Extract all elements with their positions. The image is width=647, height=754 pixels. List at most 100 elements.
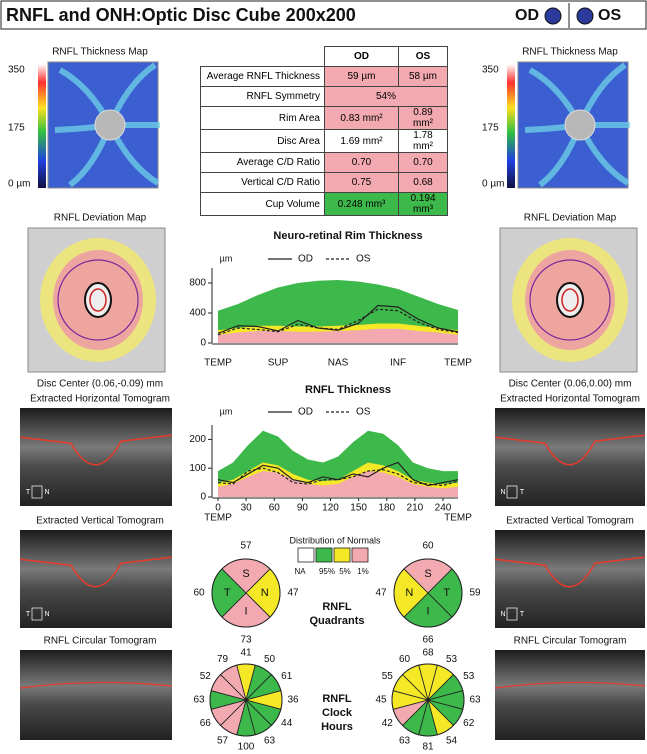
legend-label: 5% bbox=[339, 567, 351, 576]
clock-hours-title: RNFL bbox=[322, 693, 352, 705]
tomogram-title: Extracted Vertical Tomogram bbox=[506, 516, 634, 527]
table-value: 58 µm bbox=[399, 67, 448, 87]
table-value: 1.78 mm² bbox=[399, 130, 448, 153]
sector-value: 57 bbox=[217, 735, 229, 746]
y-axis-label: µm bbox=[220, 253, 233, 263]
table-value: 0.70 bbox=[399, 153, 448, 173]
tomogram bbox=[20, 530, 172, 628]
table-value: 0.83 mm² bbox=[325, 107, 399, 130]
tomogram-title: RNFL Circular Tomogram bbox=[514, 636, 627, 647]
table-value: 0.194 mm³ bbox=[399, 193, 448, 216]
x-tick-label: 120 bbox=[322, 503, 339, 514]
color-scale bbox=[38, 64, 46, 188]
y-axis-label: µm bbox=[220, 406, 233, 416]
clock-hours-title: Clock bbox=[322, 707, 353, 719]
sector-label: T bbox=[443, 587, 450, 599]
disc-center: Disc Center (0.06,0.00) mm bbox=[509, 379, 632, 390]
x-tick-label: TEMP bbox=[204, 358, 232, 369]
legend-label: OD bbox=[298, 254, 313, 265]
sector-value: 61 bbox=[281, 671, 293, 682]
legend-label: 1% bbox=[357, 567, 369, 576]
sector-value: 52 bbox=[200, 671, 212, 682]
tomogram-title: Extracted Horizontal Tomogram bbox=[30, 394, 170, 405]
sector-label: S bbox=[242, 568, 249, 580]
x-tick-label: TEMP bbox=[444, 358, 472, 369]
x-tick-label: 60 bbox=[269, 503, 281, 514]
legend-box bbox=[298, 548, 314, 562]
x-tick-label: INF bbox=[390, 358, 406, 369]
sector-value: 53 bbox=[463, 671, 475, 682]
table-label: Average C/D Ratio bbox=[201, 153, 325, 173]
legend-title: Distribution of Normals bbox=[289, 535, 381, 545]
table-row: Vertical C/D Ratio0.750.68 bbox=[201, 173, 448, 193]
sector-value: 45 bbox=[375, 695, 387, 706]
disc-outline bbox=[557, 283, 583, 317]
legend-label: OS bbox=[356, 254, 371, 265]
legend-label: OD bbox=[298, 407, 313, 418]
deviation-title: RNFL Deviation Map bbox=[524, 213, 617, 224]
disc-outline bbox=[85, 283, 111, 317]
sector-label: N bbox=[261, 587, 269, 599]
table-value: 54% bbox=[325, 87, 448, 107]
y-tick-label: 200 bbox=[189, 434, 206, 445]
orientation-label: N bbox=[500, 489, 505, 496]
scale-label: 175 bbox=[8, 123, 25, 134]
sector-value: 41 bbox=[240, 648, 252, 659]
y-tick-label: 800 bbox=[189, 278, 206, 289]
table-label: Rim Area bbox=[201, 107, 325, 130]
sector-value: 57 bbox=[240, 541, 252, 552]
page-title: RNFL and ONH:Optic Disc Cube 200x200 bbox=[6, 5, 356, 25]
y-tick-label: 0 bbox=[200, 338, 206, 349]
tomogram bbox=[495, 650, 645, 740]
tomogram-title: Extracted Vertical Tomogram bbox=[36, 516, 164, 527]
sector-value: 36 bbox=[287, 695, 299, 706]
sector-value: 60 bbox=[399, 654, 411, 665]
sector-label: T bbox=[224, 587, 231, 599]
x-end-label: TEMP bbox=[204, 513, 232, 524]
od-label: OD bbox=[515, 7, 539, 24]
sector-label: I bbox=[426, 606, 429, 618]
x-tick-label: 210 bbox=[407, 503, 424, 514]
sector-value: 63 bbox=[264, 735, 276, 746]
orientation-label: N bbox=[44, 489, 49, 496]
table-row: Disc Area1.69 mm²1.78 mm² bbox=[201, 130, 448, 153]
sector-value: 63 bbox=[193, 695, 205, 706]
sector-value: 60 bbox=[193, 588, 205, 599]
map-title: RNFL Thickness Map bbox=[522, 47, 618, 58]
sector-value: 81 bbox=[422, 742, 434, 753]
sector-value: 55 bbox=[382, 671, 394, 682]
scale-label: 175 bbox=[482, 123, 499, 134]
disc-center: Disc Center (0.06,-0.09) mm bbox=[37, 379, 163, 390]
table-row: Average RNFL Thickness59 µm58 µm bbox=[201, 67, 448, 87]
tomogram-title: Extracted Horizontal Tomogram bbox=[500, 394, 640, 405]
sector-value: 53 bbox=[446, 654, 458, 665]
x-end-label: TEMP bbox=[444, 513, 472, 524]
x-tick-label: 180 bbox=[378, 503, 395, 514]
orientation-label: T bbox=[26, 611, 31, 618]
color-scale bbox=[507, 64, 515, 188]
deviation-title: RNFL Deviation Map bbox=[54, 213, 147, 224]
table-value: 0.75 bbox=[325, 173, 399, 193]
sector-value: 62 bbox=[463, 718, 475, 729]
optic-disc bbox=[565, 110, 595, 140]
table-value: 0.248 mm³ bbox=[325, 193, 399, 216]
sector-value: 42 bbox=[382, 718, 394, 729]
x-tick-label: 90 bbox=[297, 503, 309, 514]
legend-box bbox=[352, 548, 368, 562]
scale-label: 350 bbox=[8, 65, 25, 76]
tomogram bbox=[20, 408, 172, 506]
sector-value: 68 bbox=[422, 648, 434, 659]
report: RNFL and ONH:Optic Disc Cube 200x200 OD … bbox=[0, 0, 647, 754]
legend-label: OS bbox=[356, 407, 371, 418]
table-label: Disc Area bbox=[201, 130, 325, 153]
tomogram bbox=[495, 408, 645, 506]
table-value: 59 µm bbox=[325, 67, 399, 87]
sector-value: 73 bbox=[240, 635, 252, 646]
orientation-label: N bbox=[44, 611, 49, 618]
sector-value: 63 bbox=[399, 735, 411, 746]
quadrants-title: Quadrants bbox=[309, 615, 364, 627]
